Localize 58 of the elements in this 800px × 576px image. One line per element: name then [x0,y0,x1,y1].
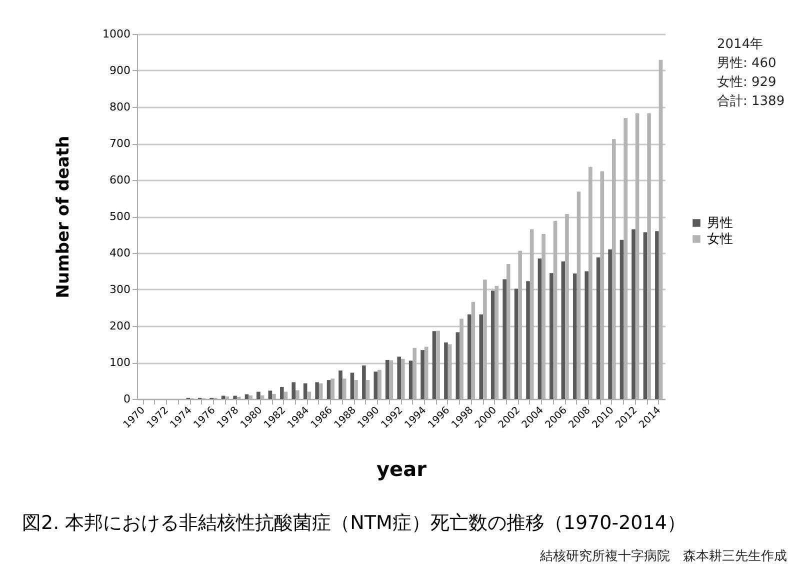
bar [374,372,378,399]
bar [338,370,342,399]
bar [256,392,260,399]
bar [584,271,589,399]
bar [526,281,530,399]
y-tick-label: 400 [110,246,130,260]
bar [490,290,495,399]
text: 図2. 本邦における非結核性抗酸菌症（NTM症）死亡数の推移（1970-2014） [22,512,686,534]
y-tick-label: 900 [110,64,130,77]
y-tick-label: 500 [110,210,130,223]
bar [468,314,472,399]
text: 結核研究所複十字病院 森本耕三先生作成 [539,548,787,564]
bar [643,232,648,399]
bar [655,231,659,399]
bar [408,360,413,399]
bar [561,261,566,399]
bar [397,356,401,399]
bar [362,365,366,399]
bar [432,331,436,399]
y-tick-label: 300 [110,283,130,296]
bar [233,396,237,399]
bar [572,273,577,399]
bar [315,382,319,399]
bar [268,390,272,399]
text: 合計: 1389 [717,94,785,109]
x-axis-title: year [376,457,427,482]
y-tick-label: 700 [110,137,130,150]
legend-label: 男性 [707,216,733,231]
bar [292,382,296,399]
bar [350,372,354,399]
text: 男性: 460 [717,56,776,71]
text: 2014年 [717,37,764,52]
bar [326,380,331,399]
bar [280,386,284,399]
bar [514,288,518,399]
y-tick-label: 600 [110,174,130,186]
bar [479,314,484,399]
bar [538,258,542,399]
y-axis-title: Number of death [54,136,74,298]
bar [502,279,506,399]
y-tick-label: 1000 [102,28,130,40]
y-tick-label: 800 [110,100,130,114]
bar [420,350,424,399]
y-tick-label: 100 [110,356,130,369]
bar [620,240,624,399]
text: 女性: 929 [717,75,776,90]
bar [221,396,226,399]
bar [608,249,612,399]
bar [444,342,448,399]
bar [550,273,554,399]
y-tick-label: 200 [110,320,130,332]
y-tick-label: 0 [124,392,130,406]
bar [596,257,600,399]
legend-label: 女性 [707,232,733,247]
bar [456,332,460,399]
bar [385,360,390,399]
bar [303,383,308,399]
bar [632,229,636,399]
